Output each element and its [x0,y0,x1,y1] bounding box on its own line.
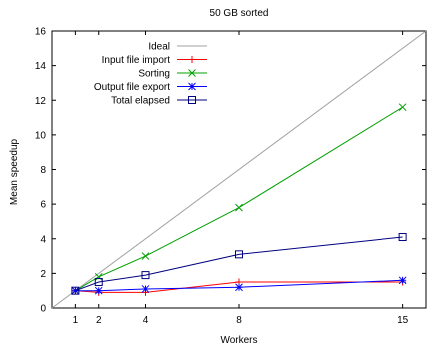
series-output-file-export [71,276,407,295]
data-point-total-elapsed [94,278,103,287]
legend-label-input-file-import: Input file import [102,55,171,66]
data-point-total-elapsed [71,286,80,295]
x-tick-label: 1 [73,315,79,326]
x-axis-label: Workers [220,335,257,346]
data-point-output-file-export [398,276,407,285]
x-tick-label: 4 [143,315,149,326]
y-tick-label: 0 [40,304,46,315]
y-tick-label: 6 [40,200,46,211]
series-line-sorting [75,106,403,292]
y-tick-label: 12 [35,96,47,107]
x-tick-label: 8 [236,315,242,326]
legend-label-ideal: Ideal [148,42,170,53]
legend-marker-output-file-export [188,82,196,91]
legend-label-sorting: Sorting [138,69,170,80]
series-total-elapsed [71,233,407,295]
legend-marker-sorting [188,69,196,77]
chart-title: 50 GB sorted [210,8,269,19]
legend-marker-input-file-import [188,56,196,63]
data-point-output-file-export [71,286,80,295]
series-line-ideal [51,30,427,309]
legend: Ideal Input file import Sorting Output file… [94,42,207,107]
data-point-output-file-export [141,285,150,293]
y-axis-label: Mean speedup [9,138,20,205]
legend-label-output-file-export: Output file export [94,82,170,93]
x-tick-label: 2 [96,315,102,326]
series-group [51,30,427,309]
y-tick-label: 8 [40,165,46,176]
data-point-total-elapsed [235,250,243,259]
data-point-sorting [141,252,150,260]
data-point-sorting [398,103,407,112]
y-tick-label: 16 [35,27,47,38]
series-line-total-elapsed [75,236,403,292]
data-point-sorting [94,272,103,281]
y-tick-label: 10 [35,130,47,141]
series-ideal [51,30,427,309]
data-point-output-file-export [94,286,103,295]
data-point-output-file-export [235,283,243,292]
x-tick-label: 15 [397,315,409,326]
legend-marker-total-elapsed [188,96,196,104]
data-point-sorting [235,203,243,212]
y-tick-label: 14 [35,61,47,72]
data-point-total-elapsed [141,271,150,280]
data-point-total-elapsed [398,233,407,242]
series-sorting [71,103,407,295]
y-tick-label: 4 [40,234,46,245]
legend-label-total-elapsed: Total elapsed [111,96,170,107]
y-tick-label: 2 [40,269,46,280]
